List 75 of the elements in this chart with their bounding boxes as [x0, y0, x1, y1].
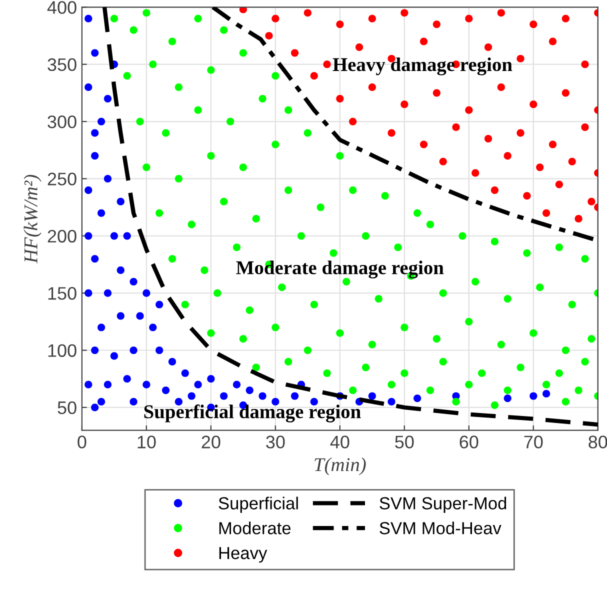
point — [497, 9, 505, 17]
x-tick-label: 40 — [330, 436, 350, 448]
point — [265, 32, 273, 40]
point — [304, 9, 312, 17]
point — [530, 20, 538, 28]
point — [336, 20, 344, 28]
point — [388, 129, 396, 137]
x-tick-label: 10 — [138, 436, 156, 448]
point — [568, 158, 576, 166]
annotation: Heavy damage region — [332, 58, 512, 76]
legend-label: Heavy — [219, 547, 268, 563]
point — [400, 9, 408, 17]
point — [432, 20, 440, 28]
point — [355, 43, 364, 51]
point — [432, 89, 440, 97]
y-tick-label: 300 — [48, 115, 76, 128]
point — [548, 38, 557, 46]
point — [490, 186, 499, 194]
point — [588, 198, 596, 206]
x-tick-label: 50 — [395, 436, 414, 448]
point — [555, 180, 563, 188]
annotation: Moderate damage region — [236, 260, 444, 278]
point — [530, 100, 538, 108]
point — [439, 158, 447, 166]
point — [516, 54, 524, 62]
y-tick-label: 350 — [48, 58, 76, 72]
point — [504, 152, 512, 160]
point — [536, 163, 544, 172]
point — [542, 209, 550, 217]
y-tick-label: 400 — [47, 1, 76, 14]
x-axis-title: T(min) — [314, 458, 366, 476]
point — [239, 7, 247, 14]
point — [484, 43, 492, 51]
x-tick-label: 80 — [588, 436, 607, 448]
x-tick-label: 70 — [524, 436, 543, 448]
x-tick-label: 0 — [78, 436, 86, 448]
x-tick-label: 20 — [202, 436, 220, 448]
y-tick-label: 250 — [48, 172, 76, 186]
point — [472, 169, 480, 177]
point — [452, 123, 460, 132]
point — [465, 106, 473, 114]
x-tick-label: 30 — [266, 436, 285, 448]
point — [523, 192, 531, 200]
point — [420, 140, 428, 148]
y-tick-label: 150 — [48, 287, 76, 300]
point — [516, 129, 524, 137]
legend-label: Superficial — [218, 496, 298, 513]
point — [574, 214, 582, 223]
point — [465, 14, 473, 22]
point — [323, 60, 331, 68]
point — [562, 14, 570, 22]
legend-label: Moderate — [219, 522, 291, 534]
point — [581, 60, 589, 68]
point — [290, 49, 299, 57]
point — [368, 14, 376, 22]
point — [349, 118, 357, 126]
point — [581, 123, 589, 132]
annotation: Superficial damage region — [144, 404, 361, 422]
point — [562, 89, 570, 97]
legend-label: SVM Super-Mod — [380, 496, 506, 513]
point — [497, 83, 505, 92]
y-tick-label: 200 — [48, 230, 76, 243]
x-tick-label: 60 — [460, 436, 478, 448]
point — [548, 140, 557, 148]
legend-label: SVM Mod-Heav — [380, 522, 502, 534]
point — [400, 100, 408, 108]
y-tick-label: 50 — [58, 401, 76, 414]
point — [310, 72, 318, 80]
point — [484, 134, 492, 142]
y-axis-title: HF(kW/m²) — [24, 174, 42, 264]
point — [368, 83, 376, 92]
point — [420, 38, 428, 46]
point — [336, 94, 344, 102]
point — [272, 14, 280, 22]
y-tick-label: 100 — [48, 344, 76, 357]
